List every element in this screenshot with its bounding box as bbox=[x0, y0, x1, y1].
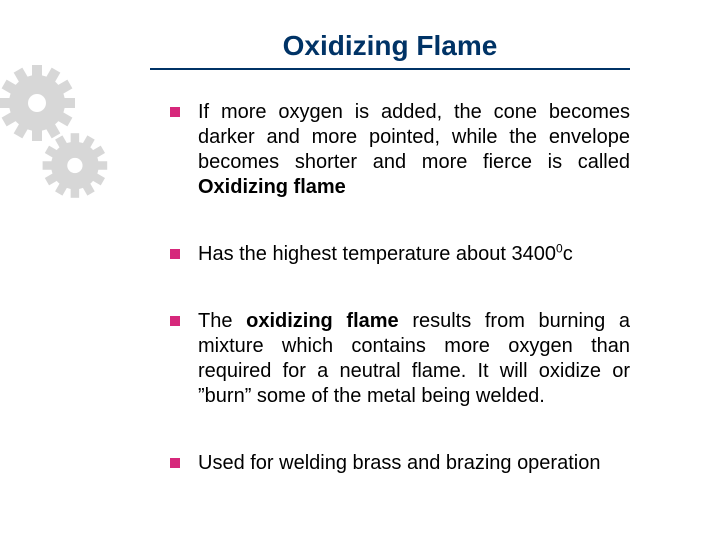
bullet-text: If more oxygen is added, the cone become… bbox=[198, 100, 630, 200]
text-superscript: 0 bbox=[556, 241, 563, 255]
text-bold: Oxidizing flame bbox=[198, 176, 346, 198]
bullet-text: Has the highest temperature about 34000c bbox=[198, 242, 630, 267]
bullet-text: Used for welding brass and brazing opera… bbox=[198, 451, 630, 476]
list-item: The oxidizing flame results from burning… bbox=[170, 309, 630, 409]
bullet-list: If more oxygen is added, the cone become… bbox=[170, 100, 630, 476]
text-span: Has the highest temperature about 3400 bbox=[198, 243, 556, 265]
text-span: c bbox=[563, 243, 573, 265]
bullet-text: The oxidizing flame results from burning… bbox=[198, 309, 630, 409]
bullet-square-icon bbox=[170, 107, 180, 117]
bullet-square-icon bbox=[170, 316, 180, 326]
list-item: Used for welding brass and brazing opera… bbox=[170, 451, 630, 476]
text-span: The bbox=[198, 310, 246, 332]
slide-title: Oxidizing Flame bbox=[150, 30, 630, 70]
text-bold: oxidizing flame bbox=[246, 310, 399, 332]
text-span: If more oxygen is added, the cone become… bbox=[198, 101, 630, 173]
text-span: Used for welding brass and brazing opera… bbox=[198, 452, 600, 474]
list-item: Has the highest temperature about 34000c bbox=[170, 242, 630, 267]
list-item: If more oxygen is added, the cone become… bbox=[170, 100, 630, 200]
bullet-square-icon bbox=[170, 458, 180, 468]
bullet-square-icon bbox=[170, 249, 180, 259]
slide: Oxidizing Flame If more oxygen is added,… bbox=[0, 0, 720, 540]
